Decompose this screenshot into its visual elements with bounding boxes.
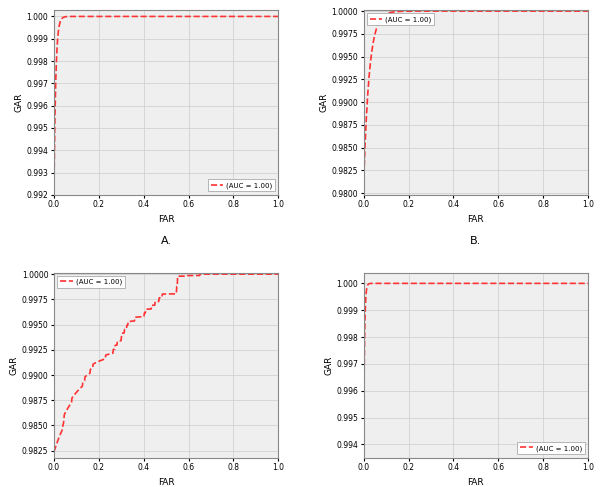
(AUC = 1.00) (389, 281, 397, 286)
Legend: (AUC = 1.00): (AUC = 1.00) (517, 442, 584, 454)
(AUC = 1.00) (159, 14, 166, 19)
Y-axis label: GAR: GAR (15, 93, 24, 112)
Text: A.: A. (161, 236, 172, 245)
(AUC = 1.00) (584, 281, 592, 286)
(AUC = 1.00) (548, 8, 555, 14)
Y-axis label: GAR: GAR (320, 93, 329, 112)
(AUC = 1.00) (580, 8, 587, 14)
(AUC = 1.00) (235, 14, 242, 19)
(AUC = 1.00) (172, 14, 179, 19)
(AUC = 1.00) (275, 271, 282, 277)
(AUC = 1.00) (467, 8, 474, 14)
Text: B.: B. (470, 236, 481, 245)
(AUC = 1.00) (270, 271, 277, 277)
(AUC = 1.00) (494, 281, 501, 286)
(AUC = 1.00) (360, 441, 367, 447)
X-axis label: FAR: FAR (467, 478, 484, 487)
Legend: (AUC = 1.00): (AUC = 1.00) (58, 276, 125, 288)
Line: (AUC = 1.00): (AUC = 1.00) (54, 274, 278, 452)
(AUC = 1.00) (50, 183, 58, 189)
(AUC = 1.00) (494, 8, 501, 14)
(AUC = 1.00) (584, 8, 592, 14)
(AUC = 1.00) (184, 14, 191, 19)
Legend: (AUC = 1.00): (AUC = 1.00) (367, 13, 434, 25)
X-axis label: FAR: FAR (158, 478, 175, 487)
(AUC = 1.00) (270, 14, 277, 19)
(AUC = 1.00) (467, 281, 474, 286)
(AUC = 1.00) (468, 8, 475, 14)
(AUC = 1.00) (580, 281, 587, 286)
(AUC = 1.00) (50, 449, 58, 455)
(AUC = 1.00) (158, 295, 166, 300)
Legend: (AUC = 1.00): (AUC = 1.00) (208, 179, 275, 191)
Y-axis label: GAR: GAR (325, 356, 334, 375)
(AUC = 1.00) (157, 295, 164, 300)
(AUC = 1.00) (544, 281, 551, 286)
(AUC = 1.00) (197, 271, 204, 277)
Line: (AUC = 1.00): (AUC = 1.00) (54, 17, 278, 186)
(AUC = 1.00) (184, 273, 191, 279)
(AUC = 1.00) (157, 14, 164, 19)
(AUC = 1.00) (109, 14, 116, 19)
(AUC = 1.00) (481, 8, 488, 14)
Y-axis label: GAR: GAR (10, 356, 19, 375)
Line: (AUC = 1.00): (AUC = 1.00) (364, 283, 588, 444)
(AUC = 1.00) (469, 281, 476, 286)
(AUC = 1.00) (235, 271, 242, 277)
(AUC = 1.00) (172, 291, 179, 297)
X-axis label: FAR: FAR (158, 215, 175, 224)
(AUC = 1.00) (544, 8, 551, 14)
(AUC = 1.00) (482, 281, 489, 286)
Line: (AUC = 1.00): (AUC = 1.00) (364, 11, 588, 184)
(AUC = 1.00) (275, 14, 282, 19)
(AUC = 1.00) (360, 181, 367, 187)
X-axis label: FAR: FAR (467, 215, 484, 224)
